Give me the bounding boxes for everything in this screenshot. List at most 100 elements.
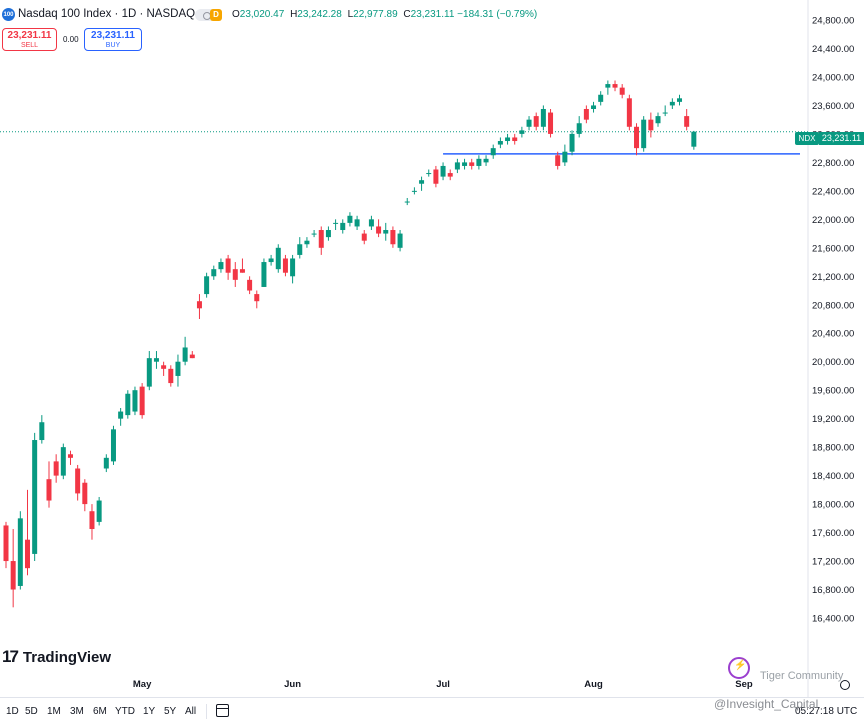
data-status-badge: D [210, 9, 222, 21]
spread-value: 0.00 [63, 35, 79, 44]
candle-body [340, 222, 346, 231]
candle-body [311, 233, 317, 235]
buy-button[interactable]: 23,231.11 BUY [84, 28, 142, 51]
high-label: H [290, 9, 298, 20]
x-month-label: Sep [735, 679, 753, 690]
candle-body [247, 279, 253, 291]
candle-body [318, 230, 324, 248]
candle-body [483, 158, 489, 163]
y-tick-label: 16,800.00 [812, 585, 854, 596]
x-month-label: Jun [284, 679, 301, 690]
range-6m-button[interactable]: 6M [93, 706, 107, 717]
candle-body [390, 230, 396, 245]
candle-body [691, 131, 697, 147]
candle-body [46, 479, 52, 501]
candle-body [354, 219, 360, 227]
utc-clock[interactable]: 05:27:18 UTC [795, 706, 858, 717]
sell-price: 23,231.11 [7, 30, 52, 41]
y-tick-label: 19,600.00 [812, 386, 854, 397]
range-1y-button[interactable]: 1Y [143, 706, 156, 717]
candle-body [161, 365, 167, 369]
range-ytd-button[interactable]: YTD [115, 706, 135, 717]
open-label: O [232, 9, 240, 20]
y-tick-label: 18,800.00 [812, 443, 854, 454]
y-tick-label: 24,000.00 [812, 72, 854, 83]
candle-body [96, 500, 102, 522]
candle-body [562, 151, 568, 163]
candle-body [426, 173, 432, 175]
range-5y-button[interactable]: 5Y [164, 706, 177, 717]
gear-icon[interactable] [840, 680, 850, 690]
chart-header: 100 Nasdaq 100 Index · 1D · NASDAQ D O23… [0, 0, 800, 58]
candle-body [239, 269, 245, 273]
candle-body [555, 155, 561, 166]
candle-body [583, 108, 589, 120]
candle-body [361, 233, 367, 241]
range-3m-button[interactable]: 3M [70, 706, 84, 717]
tradingview-mark-icon: 17 [2, 647, 19, 666]
author-watermark: @Invesight_Capital [714, 697, 819, 711]
candle-body [275, 247, 281, 270]
candle-body [641, 119, 647, 149]
candle-body [497, 141, 503, 145]
candle-body [347, 215, 353, 223]
candle-body [175, 361, 181, 376]
candle-body [519, 130, 525, 134]
candle-body [89, 511, 95, 530]
symbol-title[interactable]: Nasdaq 100 Index · 1D · NASDAQ [18, 8, 196, 20]
candle-body [189, 354, 195, 359]
ohlc-legend: O23,020.47 H23,242.28 L22,977.89 C23,231… [232, 9, 540, 20]
candle-body [333, 222, 339, 224]
range-all-button[interactable]: All [185, 706, 197, 717]
candle-body [626, 98, 632, 127]
candle-body [32, 440, 38, 554]
candle-body [419, 180, 425, 184]
y-tick-label: 17,600.00 [812, 528, 854, 539]
candle-body [60, 447, 66, 476]
candle-body [490, 148, 496, 156]
price-chart[interactable]: 24,800.00 24,400.00 24,000.00 23,600.00 23,2… [0, 0, 864, 697]
candle-body [225, 258, 231, 273]
sell-button[interactable]: 23,231.11 SELL [2, 28, 57, 51]
y-tick-label: 16,400.00 [812, 614, 854, 625]
high-value: 23,242.28 [297, 9, 342, 20]
candle-body [462, 162, 468, 166]
symbol-price-tag: NDX [795, 132, 819, 145]
candle-body [454, 162, 460, 170]
candle-body [476, 158, 482, 166]
candle-body [376, 226, 382, 234]
range-5d-button[interactable]: 5D [25, 706, 38, 717]
candle-body [533, 116, 539, 127]
x-month-label: May [133, 679, 152, 690]
candle-body [182, 347, 188, 362]
candle-body [268, 258, 274, 263]
candle-body [196, 301, 202, 309]
candle-body [10, 561, 16, 590]
symbol-badge: 100 [2, 8, 15, 21]
candle-body [211, 269, 217, 277]
candle-body [132, 390, 138, 412]
range-1d-button[interactable]: 1D [6, 706, 19, 717]
y-tick-label: 20,400.00 [812, 329, 854, 340]
tradingview-logo[interactable]: 17 TradingView [2, 647, 111, 667]
calendar-icon[interactable] [216, 704, 229, 717]
candle-body [512, 137, 518, 142]
candle-body [648, 119, 654, 131]
candle-body [433, 169, 439, 184]
candle-body [75, 468, 81, 494]
candle-body [634, 126, 640, 149]
candle-body [153, 358, 159, 362]
candle-body [24, 539, 30, 569]
buy-price: 23,231.11 [91, 30, 135, 41]
buy-label: BUY [105, 42, 121, 49]
y-tick-label: 18,400.00 [812, 471, 854, 482]
candle-body [684, 116, 690, 127]
range-1m-button[interactable]: 1M [47, 706, 61, 717]
y-tick-label: 22,800.00 [812, 158, 854, 169]
y-tick-label: 22,000.00 [812, 215, 854, 226]
candle-body [232, 269, 238, 280]
candle-body [261, 262, 267, 287]
last-price-tag: 23,231.11 [819, 132, 864, 145]
tradingview-wordmark: TradingView [22, 648, 112, 666]
close-value: 23,231.11 −184.31 (−0.79%) [410, 9, 538, 20]
